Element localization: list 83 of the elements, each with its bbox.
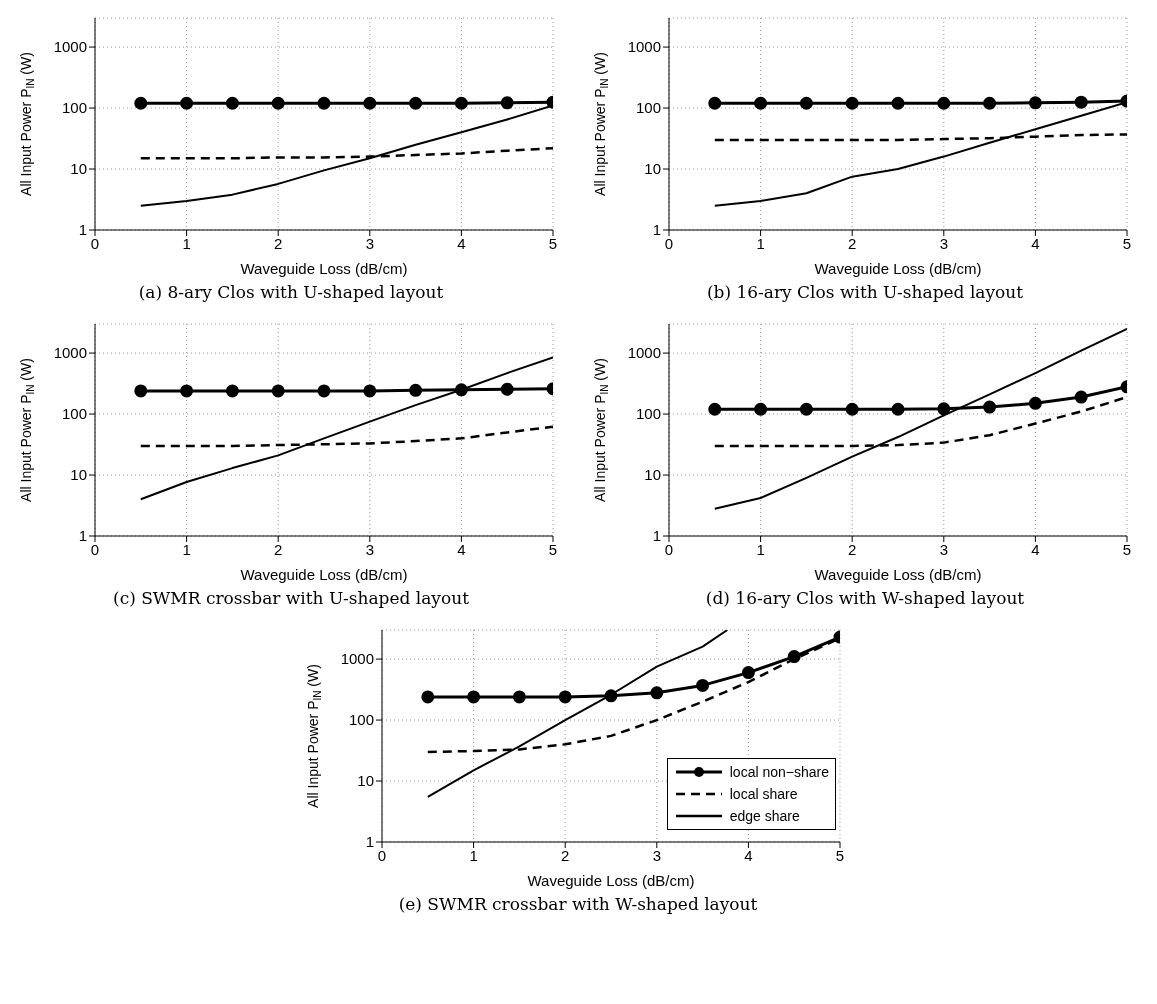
x-tick-label: 4 (457, 234, 466, 252)
x-tick-label: 1 (756, 234, 765, 252)
point (467, 690, 481, 704)
x-tick-label: 0 (664, 234, 674, 252)
point (650, 686, 664, 700)
y-tick-label: 1000 (53, 38, 87, 56)
x-tick-label: 1 (182, 234, 191, 252)
y-tick-label: 10 (644, 466, 661, 484)
point (708, 402, 722, 416)
line-series (713, 327, 1127, 510)
y-tick-label: 10 (644, 160, 661, 178)
point (741, 666, 755, 680)
x-axis-title: Waveguide Loss (dB/cm) (527, 872, 695, 889)
y-tick-label: 1 (652, 221, 661, 239)
x-tick-label: 3 (365, 234, 374, 252)
point (1028, 396, 1042, 410)
point (1074, 390, 1088, 404)
point (845, 402, 859, 416)
legend-label: local non−share (729, 764, 829, 780)
x-tick-label: 5 (1122, 234, 1132, 252)
x-tick-label: 2 (848, 540, 857, 558)
text: (a) 8-ary Clos with U-shaped layout (137, 282, 445, 302)
legend-label: local share (729, 786, 798, 802)
point (787, 650, 801, 664)
x-tick-label: 2 (274, 234, 283, 252)
text: (d) 16-ary Clos with W-shaped layout (704, 588, 1026, 608)
x-tick-label: 0 (664, 540, 674, 558)
point (891, 402, 905, 416)
x-tick-label: 3 (365, 540, 374, 558)
text: (b) 16-ary Clos with U-shaped layout (705, 282, 1025, 302)
x-axis-title: Waveguide Loss (dB/cm) (814, 260, 982, 277)
x-tick-label: 0 (90, 234, 100, 252)
x-tick-label: 1 (182, 540, 191, 558)
y-tick-label: 100 (635, 405, 661, 423)
y-tick-label: 10 (70, 466, 87, 484)
y-tick-label: 1000 (627, 344, 661, 362)
x-tick-label: 4 (1031, 234, 1040, 252)
x-tick-label: 2 (848, 234, 857, 252)
x-tick-label: 2 (561, 846, 570, 864)
x-tick-label: 0 (377, 846, 387, 864)
point (937, 402, 951, 416)
x-tick-label: 2 (274, 540, 283, 558)
y-tick-label: 1000 (53, 344, 87, 362)
line-series (139, 356, 553, 501)
y-tick-label: 10 (357, 772, 374, 790)
point (799, 402, 813, 416)
y-tick-label: 100 (635, 99, 661, 117)
y-tick-label: 1000 (627, 38, 661, 56)
y-tick-label: 10 (70, 160, 87, 178)
x-axis-title: Waveguide Loss (dB/cm) (240, 566, 408, 583)
text: (c) SWMR crossbar with U-shaped layout (112, 588, 470, 608)
point (983, 400, 997, 414)
y-tick-label: 100 (348, 711, 374, 729)
point (558, 690, 572, 704)
y-tick-label: 100 (61, 405, 87, 423)
text: (e) SWMR crossbar with W-shaped layout (397, 894, 759, 914)
y-tick-label: 100 (61, 99, 87, 117)
x-tick-label: 3 (939, 234, 948, 252)
x-tick-label: 4 (457, 540, 466, 558)
x-tick-label: 4 (744, 846, 753, 864)
legend-label: edge share (729, 808, 800, 824)
x-tick-label: 3 (939, 540, 948, 558)
point (696, 678, 710, 692)
y-tick-label: 1000 (340, 650, 374, 668)
point (512, 690, 526, 704)
x-tick-label: 5 (548, 540, 558, 558)
x-tick-label: 0 (90, 540, 100, 558)
x-tick-label: 3 (652, 846, 661, 864)
y-tick-label: 1 (652, 527, 661, 545)
y-tick-label: 1 (365, 833, 374, 851)
point (754, 402, 768, 416)
point (421, 690, 435, 704)
x-tick-label: 5 (548, 234, 558, 252)
x-tick-label: 1 (469, 846, 478, 864)
x-tick-label: 4 (1031, 540, 1040, 558)
x-tick-label: 5 (1122, 540, 1132, 558)
x-tick-label: 1 (756, 540, 765, 558)
x-tick-label: 5 (835, 846, 845, 864)
point (604, 689, 618, 703)
y-tick-label: 1 (78, 527, 87, 545)
y-tick-label: 1 (78, 221, 87, 239)
x-axis-title: Waveguide Loss (dB/cm) (240, 260, 408, 277)
x-axis-title: Waveguide Loss (dB/cm) (814, 566, 982, 583)
